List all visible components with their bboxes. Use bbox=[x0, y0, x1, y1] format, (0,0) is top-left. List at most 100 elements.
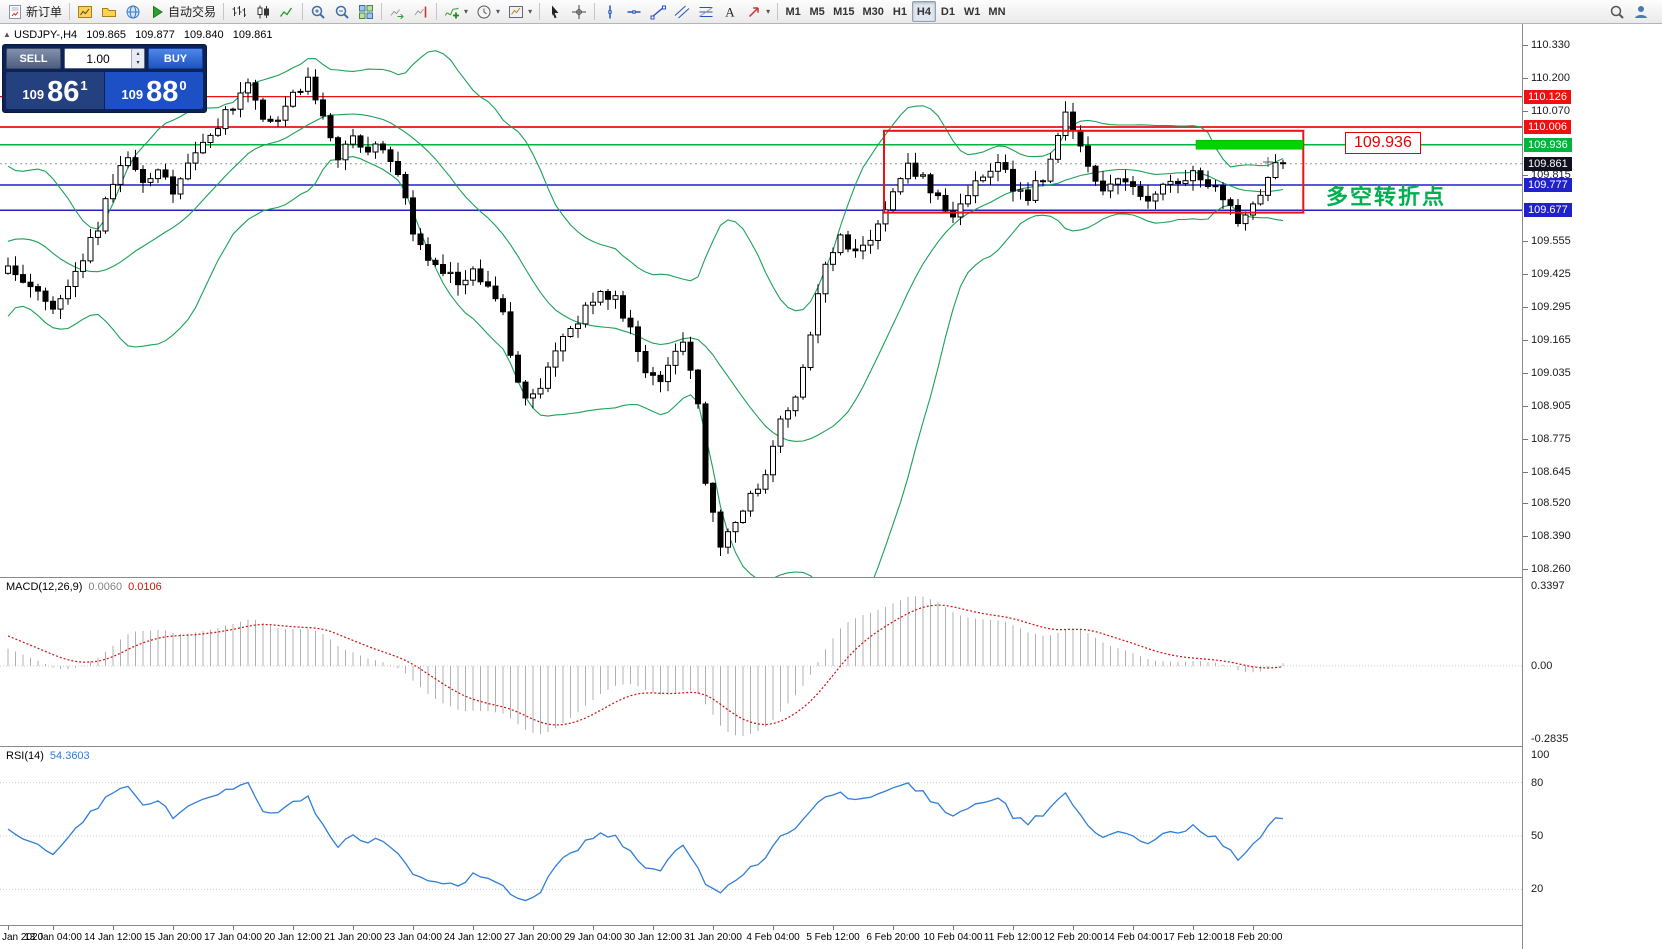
rsi-axis-label: 50 bbox=[1531, 830, 1544, 842]
indicators-button[interactable]: ▾ bbox=[440, 1, 472, 22]
timeframe-mn-button[interactable]: MN bbox=[984, 1, 1009, 22]
macd-axis-min: -0.2835 bbox=[1531, 733, 1569, 745]
chart-window-icon bbox=[77, 4, 93, 20]
price-tick-mark bbox=[1523, 373, 1528, 374]
price-axis[interactable]: 110.330 110.200 110.070 109.815 109.555 109.4… bbox=[1523, 24, 1662, 949]
timeframe-h1-button[interactable]: H1 bbox=[888, 1, 912, 22]
auto-scroll-button[interactable] bbox=[385, 1, 409, 22]
new-order-icon bbox=[7, 4, 23, 20]
time-label: 31 Jan 20:00 bbox=[684, 932, 742, 943]
toolbar-separator bbox=[223, 3, 225, 20]
toolbar-separator bbox=[381, 3, 383, 20]
buy-price-display[interactable]: 109 88 0 bbox=[105, 72, 203, 109]
toolbar-group: 自动交易 bbox=[73, 1, 220, 22]
toolbar-separator bbox=[69, 3, 71, 20]
timeframe-w1-button[interactable]: W1 bbox=[960, 1, 985, 22]
price-tick-mark bbox=[1523, 569, 1528, 570]
macd-panel-separator[interactable] bbox=[0, 577, 1662, 578]
templates-button[interactable]: ▾ bbox=[504, 1, 536, 22]
new-order-button[interactable]: 新订单 bbox=[3, 1, 66, 22]
bar-chart-mode-button[interactable] bbox=[227, 1, 251, 22]
cursor-cross-mark bbox=[1263, 157, 1273, 167]
macd-main-value: 0.0060 bbox=[88, 581, 123, 593]
community-button[interactable] bbox=[1629, 1, 1653, 22]
line-chart-mode-button[interactable] bbox=[275, 1, 299, 22]
zoom-out-button[interactable] bbox=[330, 1, 354, 22]
volume-increase-button[interactable]: ▴ bbox=[132, 49, 144, 59]
rsi-indicator-panel[interactable] bbox=[0, 747, 1522, 925]
timeframe-d1-button[interactable]: D1 bbox=[936, 1, 960, 22]
horizontal-line-button[interactable] bbox=[622, 1, 646, 22]
price-annotation-label[interactable]: 109.936 bbox=[1345, 132, 1421, 154]
profiles-button[interactable] bbox=[97, 1, 121, 22]
periods-button[interactable]: ▾ bbox=[472, 1, 504, 22]
equidistant-channel-button[interactable] bbox=[670, 1, 694, 22]
charts-button[interactable] bbox=[73, 1, 97, 22]
time-tick-mark bbox=[653, 926, 654, 930]
arrows-tool-button[interactable]: ▾ bbox=[742, 1, 774, 22]
buy-button[interactable]: BUY bbox=[148, 48, 203, 69]
rectangle-object[interactable] bbox=[883, 129, 1305, 214]
timeframe-m5-button[interactable]: M5 bbox=[805, 1, 829, 22]
timeframe-m15-button[interactable]: M15 bbox=[829, 1, 858, 22]
zoom-in-icon bbox=[310, 4, 326, 20]
auto-trading-button[interactable]: 自动交易 bbox=[145, 1, 220, 22]
volume-input[interactable] bbox=[65, 49, 131, 68]
time-tick-mark bbox=[1133, 926, 1134, 930]
main-price-chart[interactable] bbox=[0, 24, 1522, 577]
time-tick-mark bbox=[8, 926, 9, 930]
price-tick-label: 110.200 bbox=[1531, 72, 1570, 84]
price-tick-label: 109.425 bbox=[1531, 268, 1571, 280]
sell-button[interactable]: SELL bbox=[6, 48, 61, 69]
trendline-button[interactable] bbox=[646, 1, 670, 22]
price-tick-label: 108.905 bbox=[1531, 400, 1571, 412]
search-button[interactable] bbox=[1605, 1, 1629, 22]
chart-shift-button[interactable] bbox=[409, 1, 433, 22]
rsi-line bbox=[7, 781, 1284, 902]
horizontal-line-icon bbox=[626, 4, 642, 20]
auto-trading-label: 自动交易 bbox=[168, 5, 217, 19]
crosshair-button[interactable] bbox=[567, 1, 591, 22]
candles bbox=[5, 67, 1286, 556]
toolbar-right-icons bbox=[1605, 1, 1653, 22]
tile-windows-button[interactable] bbox=[354, 1, 378, 22]
macd-axis-max: 0.3397 bbox=[1531, 580, 1565, 592]
time-tick-mark bbox=[713, 926, 714, 930]
price-tick-mark bbox=[1523, 406, 1528, 407]
price-tick-mark bbox=[1523, 274, 1528, 275]
time-label: 27 Jan 20:00 bbox=[504, 932, 562, 943]
time-label: 15 Jan 20:00 bbox=[144, 932, 202, 943]
timeframe-h4-button[interactable]: H4 bbox=[911, 1, 936, 22]
green-resistance-segment[interactable] bbox=[1195, 139, 1304, 150]
market-watch-button[interactable] bbox=[121, 1, 145, 22]
time-axis[interactable]: Jan 2020 13 Jan 04:00 14 Jan 12:00 15 Jan 2… bbox=[0, 926, 1522, 949]
turning-point-note[interactable]: 多空转折点 bbox=[1326, 184, 1447, 209]
oct-collapse-icon[interactable]: ▲ bbox=[3, 30, 11, 39]
sell-price-display[interactable]: 109 86 1 bbox=[6, 72, 104, 109]
cursor-button[interactable] bbox=[543, 1, 567, 22]
timeframe-m30-button[interactable]: M30 bbox=[859, 1, 888, 22]
price-line-marker: 110.126 bbox=[1524, 90, 1571, 104]
bar-low-value: 109.840 bbox=[183, 29, 224, 41]
macd-indicator-panel[interactable] bbox=[0, 578, 1522, 746]
time-tick-mark bbox=[953, 926, 954, 930]
time-label: 14 Feb 04:00 bbox=[1103, 932, 1163, 943]
dropdown-caret-icon: ▾ bbox=[766, 7, 771, 16]
candlestick-mode-button[interactable] bbox=[251, 1, 275, 22]
price-line-marker: 110.006 bbox=[1524, 120, 1571, 134]
toolbar-separator bbox=[539, 3, 541, 20]
person-icon bbox=[1633, 4, 1649, 20]
price-tick-mark bbox=[1523, 111, 1528, 112]
volume-decrease-button[interactable]: ▾ bbox=[132, 58, 144, 68]
price-tick-label: 108.775 bbox=[1531, 433, 1571, 445]
text-tool-button[interactable]: A bbox=[718, 1, 742, 22]
toolbar-group bbox=[385, 1, 433, 22]
time-label: 29 Jan 04:00 bbox=[564, 932, 622, 943]
buy-price-prefix: 109 bbox=[121, 87, 144, 102]
timeframe-m1-button[interactable]: M1 bbox=[781, 1, 805, 22]
vertical-line-button[interactable] bbox=[598, 1, 622, 22]
zoom-in-button[interactable] bbox=[306, 1, 330, 22]
rsi-panel-separator[interactable] bbox=[0, 746, 1662, 747]
fibonacci-button[interactable] bbox=[694, 1, 718, 22]
